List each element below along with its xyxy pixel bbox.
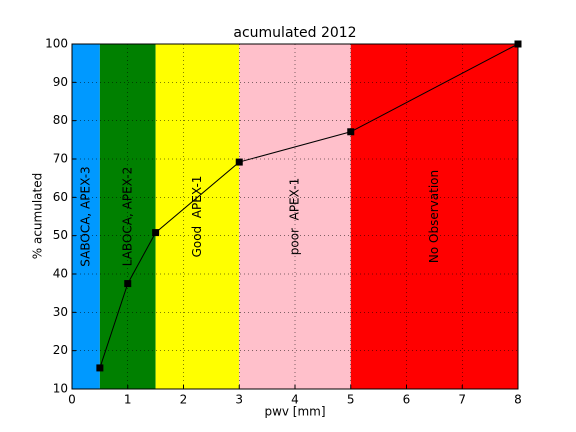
x-tick-label: 8 [514,393,522,407]
band [72,44,100,389]
x-tick-label: 0 [68,393,76,407]
x-tick-label: 1 [124,393,132,407]
marker [235,158,243,166]
x-tick-label: 2 [180,393,188,407]
y-tick-label: 60 [53,190,68,204]
y-tick-label: 50 [53,228,68,242]
x-tick-label: 3 [235,393,243,407]
band-label: poor APEX-1 [288,178,302,255]
band-label: LABOCA, APEX-2 [120,167,134,266]
marker [124,280,132,288]
band-label: SABOCA, APEX-3 [78,166,92,266]
marker [514,40,522,48]
band-label: No Observation [427,170,441,263]
x-tick-label: 4 [291,393,299,407]
y-tick-label: 90 [53,75,68,89]
y-tick-label: 20 [53,343,68,357]
plot-frame [71,43,519,390]
y-tick-label: 100 [45,37,68,51]
marker [96,364,104,372]
y-tick-label: 30 [53,305,68,319]
y-tick-label: 80 [53,113,68,127]
band-label: Good APEX-1 [190,176,204,258]
chart-title: acumulated 2012 [233,25,356,41]
band [350,44,518,389]
x-axis-label: pwv [mm] [264,405,325,419]
band [155,44,240,389]
y-tick-label: 40 [53,267,68,281]
marker [152,229,160,237]
x-tick-label: 6 [403,393,411,407]
x-tick-label: 5 [347,393,355,407]
x-tick-label: 7 [458,393,466,407]
line [99,43,519,369]
y-tick-label: 10 [53,382,68,396]
marker [347,128,355,136]
y-tick-label: 70 [53,152,68,166]
y-axis-label: % acumulated [31,173,45,259]
